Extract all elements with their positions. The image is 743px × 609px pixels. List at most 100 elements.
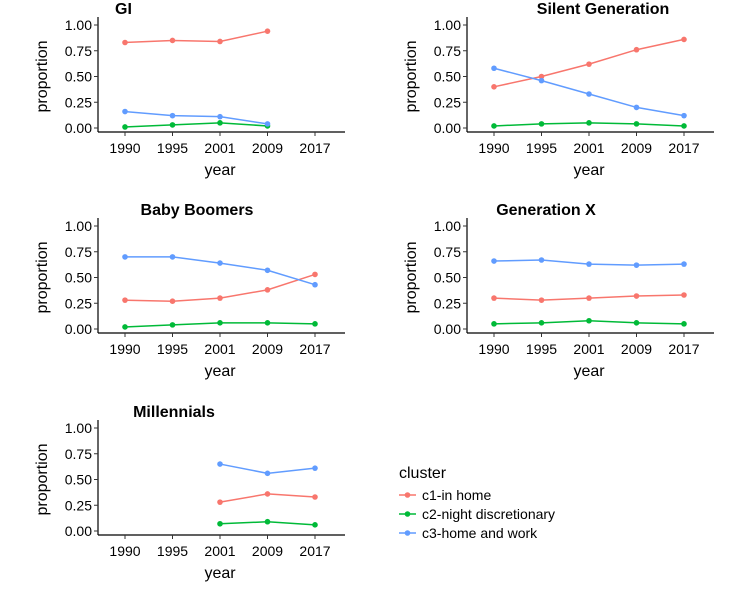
series-c2-night-discretionary bbox=[122, 320, 318, 330]
y-tick-label: 0.50 bbox=[434, 270, 461, 286]
x-tick-label: 1995 bbox=[157, 543, 188, 559]
x-axis-title: year bbox=[573, 363, 605, 380]
x-tick-label: 1990 bbox=[478, 140, 509, 156]
data-point bbox=[122, 124, 128, 130]
y-tick-label: 0.00 bbox=[434, 321, 461, 337]
data-point bbox=[681, 261, 687, 267]
data-point bbox=[217, 320, 223, 326]
data-point bbox=[217, 38, 223, 45]
data-point bbox=[538, 73, 545, 80]
data-point bbox=[633, 121, 640, 127]
x-tick-label: 2017 bbox=[668, 341, 699, 357]
data-point bbox=[122, 254, 128, 260]
data-point bbox=[169, 254, 176, 260]
data-point bbox=[633, 293, 640, 299]
data-point bbox=[586, 317, 592, 324]
data-point bbox=[122, 324, 128, 330]
data-point bbox=[312, 281, 318, 288]
data-point bbox=[217, 113, 223, 120]
x-tick-label: 2009 bbox=[252, 341, 283, 357]
data-point bbox=[264, 121, 271, 127]
x-tick-label: 2009 bbox=[621, 341, 652, 357]
y-tick-label: 0.75 bbox=[434, 43, 461, 59]
data-point bbox=[169, 37, 176, 44]
y-tick-label: 1.00 bbox=[434, 218, 461, 234]
data-point bbox=[681, 292, 687, 298]
legend-label: c3-home and work bbox=[422, 525, 538, 541]
data-point bbox=[217, 260, 223, 266]
x-tick-label: 2001 bbox=[204, 543, 235, 559]
data-point bbox=[217, 520, 223, 527]
x-tick-label: 1990 bbox=[109, 341, 140, 357]
series-c2-night-discretionary bbox=[491, 120, 687, 129]
data-point bbox=[586, 261, 592, 267]
x-tick-label: 1990 bbox=[478, 341, 509, 357]
data-point bbox=[491, 321, 497, 327]
data-point bbox=[122, 297, 128, 303]
series-c3-home-and-work bbox=[217, 461, 318, 477]
x-tick-label: 2017 bbox=[299, 543, 330, 559]
legend-label: c1-in home bbox=[422, 487, 491, 503]
series-c1-in-home bbox=[217, 491, 318, 505]
x-axis-title: year bbox=[204, 565, 236, 582]
panel-silent-generation: Silent Generation 0.00 0.25 0.50 0.75 1.00 199… bbox=[403, 1, 714, 179]
y-tick-label: 0.50 bbox=[65, 69, 92, 85]
data-point bbox=[169, 322, 176, 328]
data-point bbox=[264, 518, 271, 525]
data-point bbox=[312, 522, 318, 528]
series-c1-in-home bbox=[122, 28, 271, 46]
series-c2-night-discretionary bbox=[217, 518, 318, 528]
data-point bbox=[169, 112, 176, 119]
series-line bbox=[124, 30, 268, 44]
x-tick-label: 1995 bbox=[526, 140, 557, 156]
y-tick-label: 0.00 bbox=[65, 321, 92, 337]
y-tick-label: 0.75 bbox=[65, 446, 92, 462]
data-point bbox=[491, 84, 497, 90]
data-point bbox=[122, 108, 128, 115]
data-point bbox=[633, 104, 640, 111]
data-point bbox=[586, 61, 592, 67]
x-axis-title: year bbox=[573, 162, 605, 179]
panel-title: GI bbox=[115, 1, 132, 18]
data-point bbox=[312, 321, 318, 327]
data-point bbox=[538, 297, 545, 303]
data-point bbox=[538, 320, 545, 326]
data-point bbox=[264, 28, 271, 34]
y-tick-label: 1.00 bbox=[65, 420, 92, 436]
y-axis-title: proportion bbox=[34, 40, 51, 112]
x-axis-title: year bbox=[204, 162, 236, 179]
series-c3-home-and-work bbox=[491, 257, 687, 268]
y-tick-label: 0.75 bbox=[434, 244, 461, 260]
x-tick-label: 1990 bbox=[109, 140, 140, 156]
series-line bbox=[124, 122, 268, 128]
legend-item-c1-in-home: c1-in home bbox=[399, 487, 491, 503]
data-point bbox=[122, 39, 128, 46]
data-point bbox=[312, 494, 318, 500]
data-point bbox=[538, 77, 545, 84]
y-axis-title: proportion bbox=[403, 241, 420, 313]
data-point bbox=[491, 123, 497, 129]
panel-baby-boomers: Baby Boomers 0.00 0.25 0.50 0.75 1.00 1990 1995… bbox=[34, 202, 345, 380]
series-c1-in-home bbox=[491, 292, 687, 303]
series-c3-home-and-work bbox=[122, 254, 318, 288]
y-tick-label: 0.75 bbox=[65, 43, 92, 59]
panel-generation-x: Generation X 0.00 0.25 0.50 0.75 1.00 1990 1995… bbox=[403, 202, 714, 380]
data-point bbox=[681, 123, 687, 129]
legend-item-c2-night-discretionary: c2-night discretionary bbox=[399, 506, 555, 522]
legend-key-point bbox=[404, 492, 411, 498]
y-axis-title: proportion bbox=[403, 40, 420, 112]
x-axis-title: year bbox=[204, 363, 236, 380]
y-axis-title: proportion bbox=[34, 443, 51, 515]
data-point bbox=[633, 46, 640, 53]
panel-millennials: Millennials 0.00 0.25 0.50 0.75 1.00 1990 1995 2… bbox=[34, 404, 345, 582]
data-point bbox=[217, 295, 223, 301]
y-tick-label: 1.00 bbox=[65, 17, 92, 33]
panel-title: Millennials bbox=[133, 404, 215, 421]
y-tick-label: 0.50 bbox=[65, 270, 92, 286]
y-tick-label: 0.25 bbox=[65, 295, 92, 311]
y-tick-label: 0.25 bbox=[434, 94, 461, 110]
data-point bbox=[681, 112, 687, 119]
x-tick-label: 2001 bbox=[573, 140, 604, 156]
x-tick-label: 2001 bbox=[204, 341, 235, 357]
x-tick-label: 2009 bbox=[252, 543, 283, 559]
